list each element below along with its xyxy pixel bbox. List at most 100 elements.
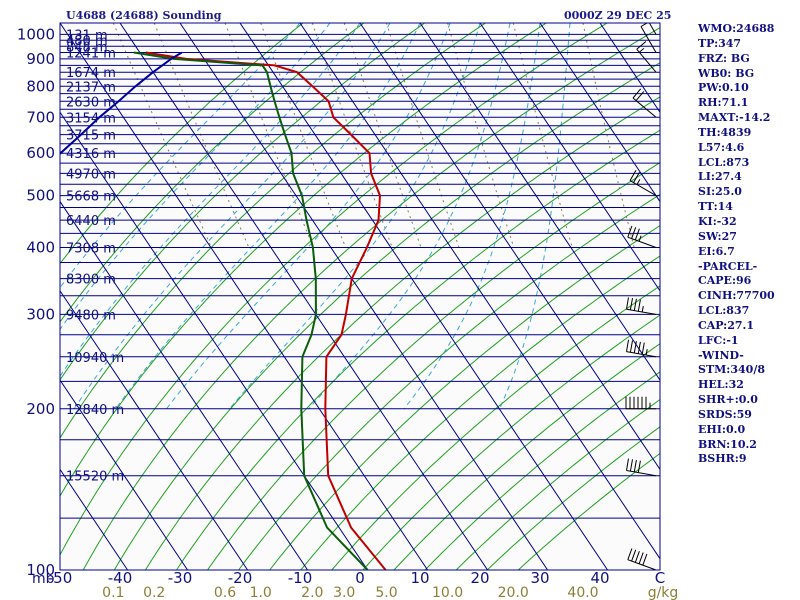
isotherms	[60, 23, 660, 570]
pressure-tick-label: 700	[26, 108, 55, 126]
index-item: KI:-32	[698, 214, 737, 228]
isobars	[60, 33, 660, 570]
index-item: CAPE:96	[698, 274, 752, 288]
dry-adiabat-line	[331, 285, 660, 570]
mixing-ratio-label: 0.1	[102, 585, 124, 600]
mixing-ratio-label: 0.2	[143, 585, 165, 600]
index-item: BSHR:9	[698, 452, 747, 466]
index-item: SRDS:59	[698, 407, 752, 421]
index-item: -WIND-	[698, 348, 744, 362]
moist-adiabat-line	[73, 23, 391, 410]
index-item: HEL:32	[698, 378, 744, 392]
sounding-title: U4688 (24688) Sounding	[66, 9, 222, 22]
indices-panel: WMO:24688 TP:347 FRZ: BG WB0: BG PW:0.10 RH:7…	[698, 22, 798, 467]
wind-barbs	[625, 23, 657, 570]
mixing-ratio-label: 3.0	[333, 585, 355, 600]
index-item: RH:71.1	[698, 96, 749, 110]
wind-barb	[636, 41, 657, 73]
mixing-ratio-line	[224, 23, 314, 248]
isotherm-line	[179, 23, 549, 570]
wind-barb	[648, 23, 657, 35]
moist-adiabat-line	[308, 23, 511, 410]
height-level-label: 3715 m	[66, 129, 116, 144]
mixing-ratio-label: 5.0	[375, 585, 397, 600]
height-level-label: 7308 m	[66, 242, 116, 257]
parcel-trace	[60, 51, 183, 156]
temperature-tick-label: -50	[48, 569, 73, 587]
temperature-tick-label: -10	[288, 569, 313, 587]
plot-frame	[59, 22, 661, 571]
isotherm-line	[479, 23, 660, 292]
index-item: -PARCEL-	[698, 259, 758, 273]
isotherm-line	[60, 289, 249, 570]
height-level-label: 9480 m	[66, 308, 116, 323]
height-level-label: 131 m	[66, 28, 108, 43]
index-item: SW:27	[698, 229, 737, 243]
index-item: SHR+:0.0	[698, 393, 758, 407]
pressure-tick-label: 800	[26, 77, 55, 95]
pressure-tick-label: 500	[26, 187, 55, 205]
height-level-label: 6440 m	[66, 214, 116, 229]
index-item: TP:347	[698, 36, 742, 50]
index-item: PW:0.10	[698, 81, 749, 95]
dewpoint-trace	[133, 51, 369, 570]
temperature-tick-label: 0	[355, 569, 365, 587]
index-item: LI:27.4	[698, 170, 742, 184]
index-item: TH:4839	[698, 125, 752, 139]
pressure-unit-label: mb	[32, 571, 55, 587]
isotherm-line	[419, 23, 660, 382]
wind-barb	[629, 169, 657, 197]
height-level-label: 8300 m	[66, 273, 116, 288]
isotherm-line	[60, 379, 189, 570]
isotherm-line	[359, 23, 660, 471]
mixing-ratio-line	[512, 23, 573, 248]
height-level-label: 5668 m	[66, 190, 116, 205]
sounding-traces	[60, 51, 387, 570]
index-item: L57:4.6	[698, 140, 745, 154]
height-level-label: 1241 m	[66, 47, 116, 62]
isotherm-line	[119, 23, 489, 570]
isotherm-line	[60, 468, 129, 570]
index-item: FRZ: BG	[698, 51, 750, 65]
index-item: STM:340/8	[698, 363, 765, 377]
pressure-tick-label: 1000	[17, 25, 55, 43]
wind-barb	[627, 225, 657, 248]
index-item: CINH:77700	[698, 289, 775, 303]
mixing-ratio-label: 0.6	[214, 585, 236, 600]
pressure-tick-label: 200	[26, 400, 55, 418]
temperature-trace	[145, 51, 387, 570]
temperature-tick-label: 40	[590, 569, 609, 587]
index-item: WB0: BG	[698, 66, 755, 80]
pressure-tick-label: 100	[26, 561, 55, 579]
index-item: MAXT:-14.2	[698, 111, 771, 125]
dry-adiabat-line	[269, 224, 660, 570]
index-item: LCL:873	[698, 155, 750, 169]
sounding-time: 0000Z 29 DEC 25	[564, 9, 672, 22]
index-item: EHI:0.0	[698, 422, 746, 436]
isotherm-line	[239, 23, 609, 570]
plot-background	[60, 23, 660, 570]
isotherm-line	[299, 23, 660, 560]
height-level-label: 1674 m	[66, 66, 116, 81]
wind-barb	[625, 396, 656, 410]
mixing-ratio-line	[447, 23, 515, 248]
dry-adiabat-line	[393, 343, 660, 570]
pressure-tick-label: 300	[26, 305, 55, 323]
temperature-tick-label: -30	[168, 569, 193, 587]
mixing-ratio-label: 20.0	[498, 585, 529, 600]
moist-adiabat-line	[115, 23, 421, 410]
wind-barb	[627, 548, 657, 570]
temperature-tick-label: 30	[530, 569, 549, 587]
dry-adiabat-line	[300, 255, 660, 570]
isotherm-line	[60, 23, 429, 570]
wind-barb	[626, 339, 657, 358]
wind-barb	[626, 458, 657, 477]
height-level-label: 2137 m	[66, 80, 116, 95]
index-item: EI:6.7	[698, 244, 735, 258]
height-level-label: 15520 m	[66, 470, 124, 485]
height-level-label: 2630 m	[66, 95, 116, 110]
index-item: LFC:-1	[698, 333, 739, 347]
temperature-tick-label: C	[655, 569, 665, 587]
dry-adiabat-line	[238, 193, 660, 570]
